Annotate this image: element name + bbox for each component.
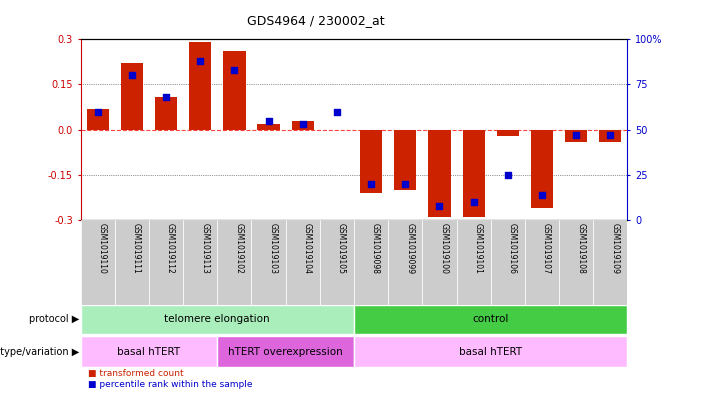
Bar [565,130,587,142]
Bar [354,336,627,367]
Bar [292,121,314,130]
Bar [354,220,388,307]
Bar [354,305,627,334]
Bar [456,220,491,307]
Bar [593,220,627,307]
Bar [155,97,177,130]
Point [161,94,172,100]
Bar [286,220,320,307]
Text: telomere elongation: telomere elongation [165,314,270,324]
Bar [388,220,422,307]
Text: genotype/variation ▶: genotype/variation ▶ [0,347,79,357]
Point [126,72,137,79]
Text: GSM1019098: GSM1019098 [371,223,380,274]
Bar [217,336,354,367]
Point [297,121,308,127]
Bar [599,130,621,142]
Point [502,172,513,178]
Bar [189,42,211,130]
Text: GSM1019110: GSM1019110 [97,223,107,274]
Point [468,199,479,205]
Text: GSM1019113: GSM1019113 [200,223,209,274]
Text: GSM1019112: GSM1019112 [166,223,175,274]
Text: GSM1019103: GSM1019103 [268,223,278,274]
Point [434,202,445,209]
Bar [320,220,354,307]
Text: GSM1019105: GSM1019105 [337,223,346,274]
Point [229,67,240,73]
Bar [422,220,456,307]
Text: basal hTERT: basal hTERT [117,347,181,357]
Bar [525,220,559,307]
Text: GSM1019104: GSM1019104 [303,223,312,274]
Bar [559,220,593,307]
Text: GSM1019102: GSM1019102 [234,223,243,274]
Bar [252,220,286,307]
Text: control: control [472,314,509,324]
Point [195,58,206,64]
Point [400,181,411,187]
Text: protocol ▶: protocol ▶ [29,314,79,324]
Bar [257,124,280,130]
Point [536,192,547,198]
Text: GSM1019099: GSM1019099 [405,223,414,274]
Point [605,132,616,138]
Text: GSM1019101: GSM1019101 [474,223,482,274]
Point [92,108,103,115]
Bar [121,63,143,130]
Text: basal hTERT: basal hTERT [459,347,522,357]
Bar [81,220,115,307]
Text: GSM1019106: GSM1019106 [508,223,517,274]
Bar [217,220,252,307]
Text: hTERT overexpression: hTERT overexpression [229,347,343,357]
Point [263,118,274,124]
Text: GSM1019100: GSM1019100 [440,223,449,274]
Bar [394,130,416,190]
Bar [87,108,109,130]
Text: GSM1019111: GSM1019111 [132,223,141,274]
Bar [183,220,217,307]
Text: GSM1019108: GSM1019108 [576,223,585,274]
Point [332,108,343,115]
Bar [497,130,519,136]
Text: GSM1019107: GSM1019107 [542,223,551,274]
Bar [149,220,183,307]
Text: ■ percentile rank within the sample: ■ percentile rank within the sample [88,380,252,389]
Text: GSM1019109: GSM1019109 [611,223,619,274]
Bar [428,130,451,217]
Bar [491,220,525,307]
Bar [115,220,149,307]
Bar [81,336,217,367]
Text: ■ transformed count: ■ transformed count [88,369,183,378]
Bar [463,130,484,217]
Text: GDS4964 / 230002_at: GDS4964 / 230002_at [247,15,384,28]
Bar [81,305,354,334]
Bar [360,130,382,193]
Point [365,181,376,187]
Point [571,132,582,138]
Bar [224,51,245,130]
Bar [531,130,553,208]
